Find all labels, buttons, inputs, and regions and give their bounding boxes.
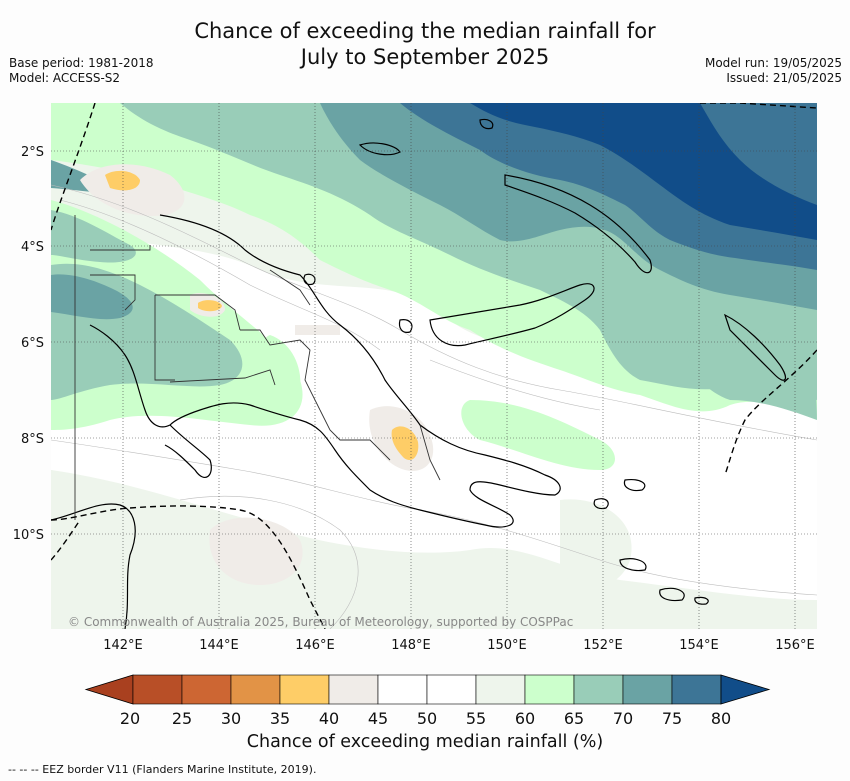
colorbar-segment [132, 674, 183, 705]
issued-text: Issued: 21/05/2025 [726, 71, 842, 85]
lon-label: 146°E [295, 638, 335, 653]
longitude-labels: 142°E 144°E 146°E 148°E 150°E 152°E 154°… [103, 638, 815, 653]
lon-label: 144°E [199, 638, 239, 653]
title-line-1: Chance of exceeding the median rainfall … [194, 19, 656, 43]
contour-pale-se [560, 499, 632, 589]
map-title: Chance of exceeding the median rainfall … [0, 18, 850, 70]
colorbar-extend-high [720, 674, 771, 705]
model-info: Base period: 1981-2018 Model: ACCESS-S2 [9, 56, 154, 86]
colorbar-tick-label: 60 [515, 709, 535, 728]
lon-label: 156°E [775, 638, 815, 653]
contour-above-80 [470, 103, 817, 240]
colorbar-segment [230, 674, 281, 705]
colorbar-segment [524, 674, 575, 705]
colorbar-segment [671, 674, 722, 705]
colorbar-segment [426, 674, 477, 705]
province-borders [74, 215, 441, 520]
colorbar-tick-label: 65 [564, 709, 584, 728]
colorbar-tick-label: 25 [172, 709, 192, 728]
contour-35-40-a [105, 170, 140, 191]
colorbar-tick-label: 80 [711, 709, 731, 728]
colorbar-segment [181, 674, 232, 705]
contour-65-70-nw [51, 210, 136, 263]
colorbar-segment [622, 674, 673, 705]
colorbar-segment [377, 674, 428, 705]
latitude-labels: 2°S 4°S 6°S 8°S 10°S [13, 145, 44, 543]
contour-35-40-b [198, 300, 222, 312]
colorbar-tick-label: 20 [120, 709, 140, 728]
colorbar-tick-label: 35 [270, 709, 290, 728]
base-period-text: Base period: 1981-2018 [9, 56, 154, 70]
colorbar-segment [573, 674, 624, 705]
colorbar-tick-label: 40 [319, 709, 339, 728]
colorbar-segment [328, 674, 379, 705]
lat-label: 2°S [21, 145, 44, 160]
contour-pale-south [51, 470, 152, 629]
colorbar-title: Chance of exceeding median rainfall (%) [247, 732, 603, 752]
contour-35-40-c [391, 426, 419, 461]
lat-label: 6°S [21, 336, 44, 351]
contour-65-70-east [687, 325, 817, 420]
coastlines [51, 118, 787, 629]
colorbar-extend-low [84, 674, 134, 705]
lon-label: 152°E [583, 638, 623, 653]
contour-40-45-d [295, 325, 340, 335]
model-run-text: Model run: 19/05/2025 [704, 56, 842, 70]
eez-footnote: -- -- -- EEZ border V11 (Flanders Marine… [8, 763, 317, 776]
colorbar-segment [475, 674, 526, 705]
model-text: Model: ACCESS-S2 [9, 71, 121, 85]
lat-label: 8°S [21, 432, 44, 447]
colorbar-segment [279, 674, 330, 705]
colorbar-tick-label: 70 [613, 709, 633, 728]
lon-label: 150°E [487, 638, 527, 653]
graticule [51, 103, 817, 629]
map-area: © Commonwealth of Australia 2025, Bureau… [51, 103, 817, 629]
colorbar: 20 25 30 35 40 45 50 55 60 65 70 75 80 [84, 674, 771, 728]
lon-label: 148°E [391, 638, 431, 653]
colorbar-tick-label: 75 [662, 709, 682, 728]
colorbar-tick-label: 50 [417, 709, 437, 728]
eez-borders [51, 103, 817, 629]
contour-70-75-west [51, 274, 133, 320]
contour-40-45-b [209, 517, 303, 585]
lon-label: 142°E [103, 638, 143, 653]
contour-60-65-east [461, 400, 615, 470]
colorbar-tick-label: 55 [466, 709, 486, 728]
lat-label: 4°S [21, 240, 44, 255]
title-line-2: July to September 2025 [300, 45, 550, 69]
colorbar-tick-label: 45 [368, 709, 388, 728]
copyright-text: © Commonwealth of Australia 2025, Bureau… [68, 615, 573, 629]
run-info: Model run: 19/05/2025 Issued: 21/05/2025 [705, 56, 842, 86]
colorbar-tick-label: 30 [221, 709, 241, 728]
contour-60-65-gulf [254, 335, 301, 413]
lon-label: 154°E [679, 638, 719, 653]
lat-label: 10°S [13, 528, 44, 543]
